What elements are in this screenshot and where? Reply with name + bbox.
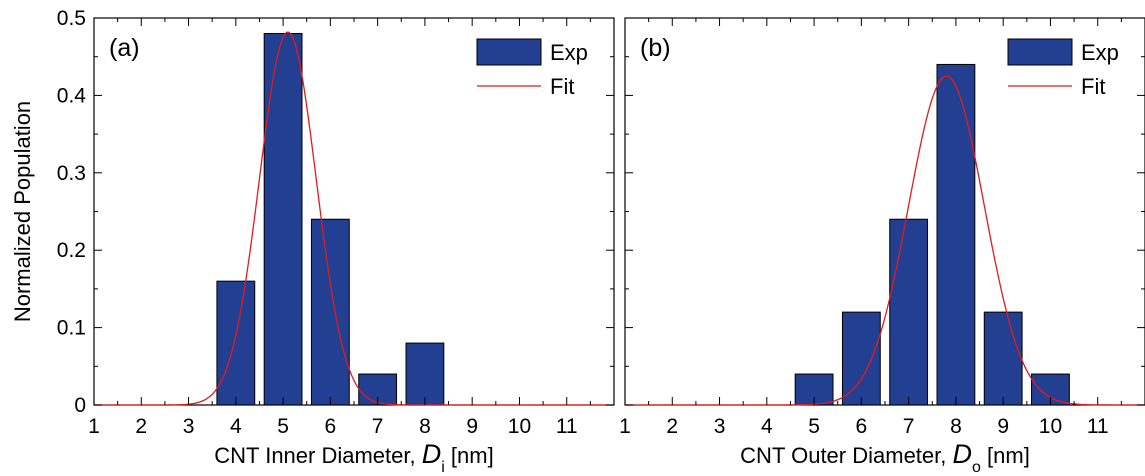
x-axis-label-subscript: i: [441, 459, 445, 476]
x-tick-label: 8: [419, 415, 431, 438]
x-axis-label-symbol: D: [953, 439, 973, 469]
plot-frame: [624, 17, 1145, 406]
bar-exp: [889, 218, 929, 406]
fit-curve: [94, 31, 614, 406]
x-tick-label: 2: [135, 415, 147, 438]
x-axis-label-unit: [nm]: [981, 443, 1030, 468]
x-tick-label: 1: [88, 415, 100, 438]
x-tick-label: 6: [325, 415, 337, 438]
legend-swatch-exp: [1007, 38, 1073, 66]
x-tick-label: 5: [277, 415, 289, 438]
bar-exp: [936, 63, 976, 406]
bar-exp: [841, 311, 881, 406]
y-tick-label: 0.5: [57, 7, 86, 30]
x-axis-label-unit: [nm]: [445, 443, 494, 468]
x-axis-label: CNT Outer Diameter, Do [nm]: [740, 439, 1030, 476]
x-tick-label: 7: [372, 415, 384, 438]
legend-label-exp: Exp: [550, 40, 588, 65]
x-tick-label: 2: [666, 415, 678, 438]
x-tick-label: 10: [508, 415, 531, 438]
bar-exp: [983, 311, 1023, 406]
legend-swatch-exp: [476, 38, 542, 66]
panel-label: (b): [640, 34, 671, 62]
legend-label-fit: Fit: [1081, 74, 1105, 99]
x-tick-label: 9: [997, 415, 1009, 438]
plot-frame: [93, 17, 615, 406]
y-tick-label: 0.3: [57, 162, 86, 185]
x-tick-label: 9: [466, 415, 478, 438]
y-tick-label: 0: [74, 394, 86, 417]
x-tick-label: 4: [761, 415, 773, 438]
x-axis-label-symbol: D: [422, 439, 442, 469]
fit-curve: [625, 75, 1145, 406]
x-tick-label: 10: [1039, 415, 1062, 438]
panel-label: (a): [109, 34, 140, 62]
bar-exp: [216, 280, 256, 406]
y-tick-label: 0.1: [57, 317, 86, 340]
x-tick-label: 3: [714, 415, 726, 438]
x-tick-label: 6: [856, 415, 868, 438]
x-axis-label-text: CNT Inner Diameter,: [214, 443, 421, 468]
panel-b: 1 2 3 4 5 6 7 8 9 10 11 CNT Outer Diameter, Do [nm]…: [619, 17, 1145, 476]
panel-a: 1 2 3 4 5 6 7 8 9 10 11 0 0.1 0.2 0.3 0.4 0.5 Normalized …: [10, 7, 615, 476]
bar-exp: [263, 32, 303, 406]
x-axis-label-subscript: o: [972, 459, 981, 476]
x-tick-label: 11: [556, 415, 578, 438]
x-tick-label: 8: [950, 415, 962, 438]
x-tick-label: 1: [619, 415, 631, 438]
legend-label-exp: Exp: [1081, 40, 1119, 65]
x-axis-label: CNT Inner Diameter, Di [nm]: [214, 439, 493, 476]
y-tick-label: 0.2: [57, 239, 86, 262]
y-tick-label: 0.4: [57, 84, 87, 107]
x-tick-label: 11: [1087, 415, 1109, 438]
x-tick-label: 5: [808, 415, 820, 438]
bar-exp: [405, 342, 445, 406]
bar-exp: [310, 218, 350, 406]
x-tick-label: 7: [903, 415, 915, 438]
x-tick-label: 4: [230, 415, 242, 438]
x-tick-label: 3: [183, 415, 195, 438]
legend-label-fit: Fit: [550, 74, 574, 99]
y-axis-label: Normalized Population: [10, 101, 35, 322]
x-axis-label-text: CNT Outer Diameter,: [740, 443, 952, 468]
